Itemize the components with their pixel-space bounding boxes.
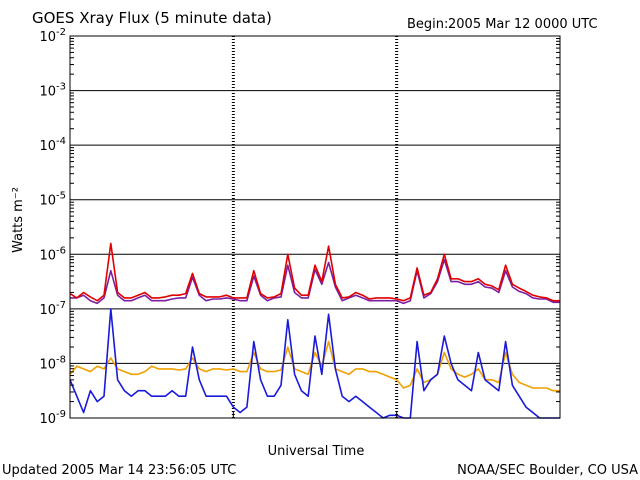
footer-credit: NOAA/SEC Boulder, CO USA (457, 463, 638, 478)
y-tick-label: 10-6 (39, 245, 66, 263)
y-tick-exponent: -5 (56, 191, 66, 202)
y-tick-base: 10 (39, 85, 56, 100)
chart-title: GOES Xray Flux (5 minute data) (32, 9, 272, 27)
y-tick-exponent: -8 (56, 354, 66, 365)
y-tick-exponent: -4 (56, 136, 66, 147)
y-tick-label: 10-2 (39, 27, 66, 45)
y-tick-label: 10-3 (39, 82, 66, 100)
series-line (69, 340, 560, 392)
y-tick-base: 10 (39, 30, 56, 45)
y-tick-label: 10-5 (39, 191, 66, 209)
plot-frame (69, 35, 561, 419)
y-tick-label: 10-7 (39, 300, 66, 318)
series-line (69, 242, 560, 302)
y-tick-label: 10-8 (39, 354, 66, 372)
y-tick-base: 10 (39, 303, 56, 318)
y-tick-exponent: -3 (56, 82, 66, 93)
x-axis-label: Universal Time (268, 444, 365, 459)
y-tick-label: 10-9 (39, 409, 66, 427)
y-tick-exponent: -9 (56, 409, 66, 420)
y-tick-base: 10 (39, 194, 56, 209)
y-tick-base: 10 (39, 357, 56, 372)
axis-layer: 10-210-310-410-510-610-710-810-9 (39, 27, 561, 427)
y-tick-label: 10-4 (39, 136, 66, 154)
y-tick-base: 10 (39, 248, 56, 263)
series-line (69, 308, 560, 419)
y-tick-base: 10 (39, 412, 56, 427)
y-tick-base: 10 (39, 139, 56, 154)
y-tick-exponent: -2 (56, 27, 66, 38)
y-axis-label: Watts m⁻² (11, 187, 26, 253)
begin-label: Begin: (407, 17, 448, 32)
series-layer (69, 242, 560, 419)
y-tick-exponent: -7 (56, 300, 66, 311)
begin-value: 2005 Mar 12 0000 UTC (448, 17, 598, 32)
grid-layer (70, 35, 560, 419)
footer-updated: Updated 2005 Mar 14 23:56:05 UTC (2, 463, 236, 478)
series-line (70, 258, 560, 305)
y-tick-exponent: -6 (56, 245, 66, 256)
